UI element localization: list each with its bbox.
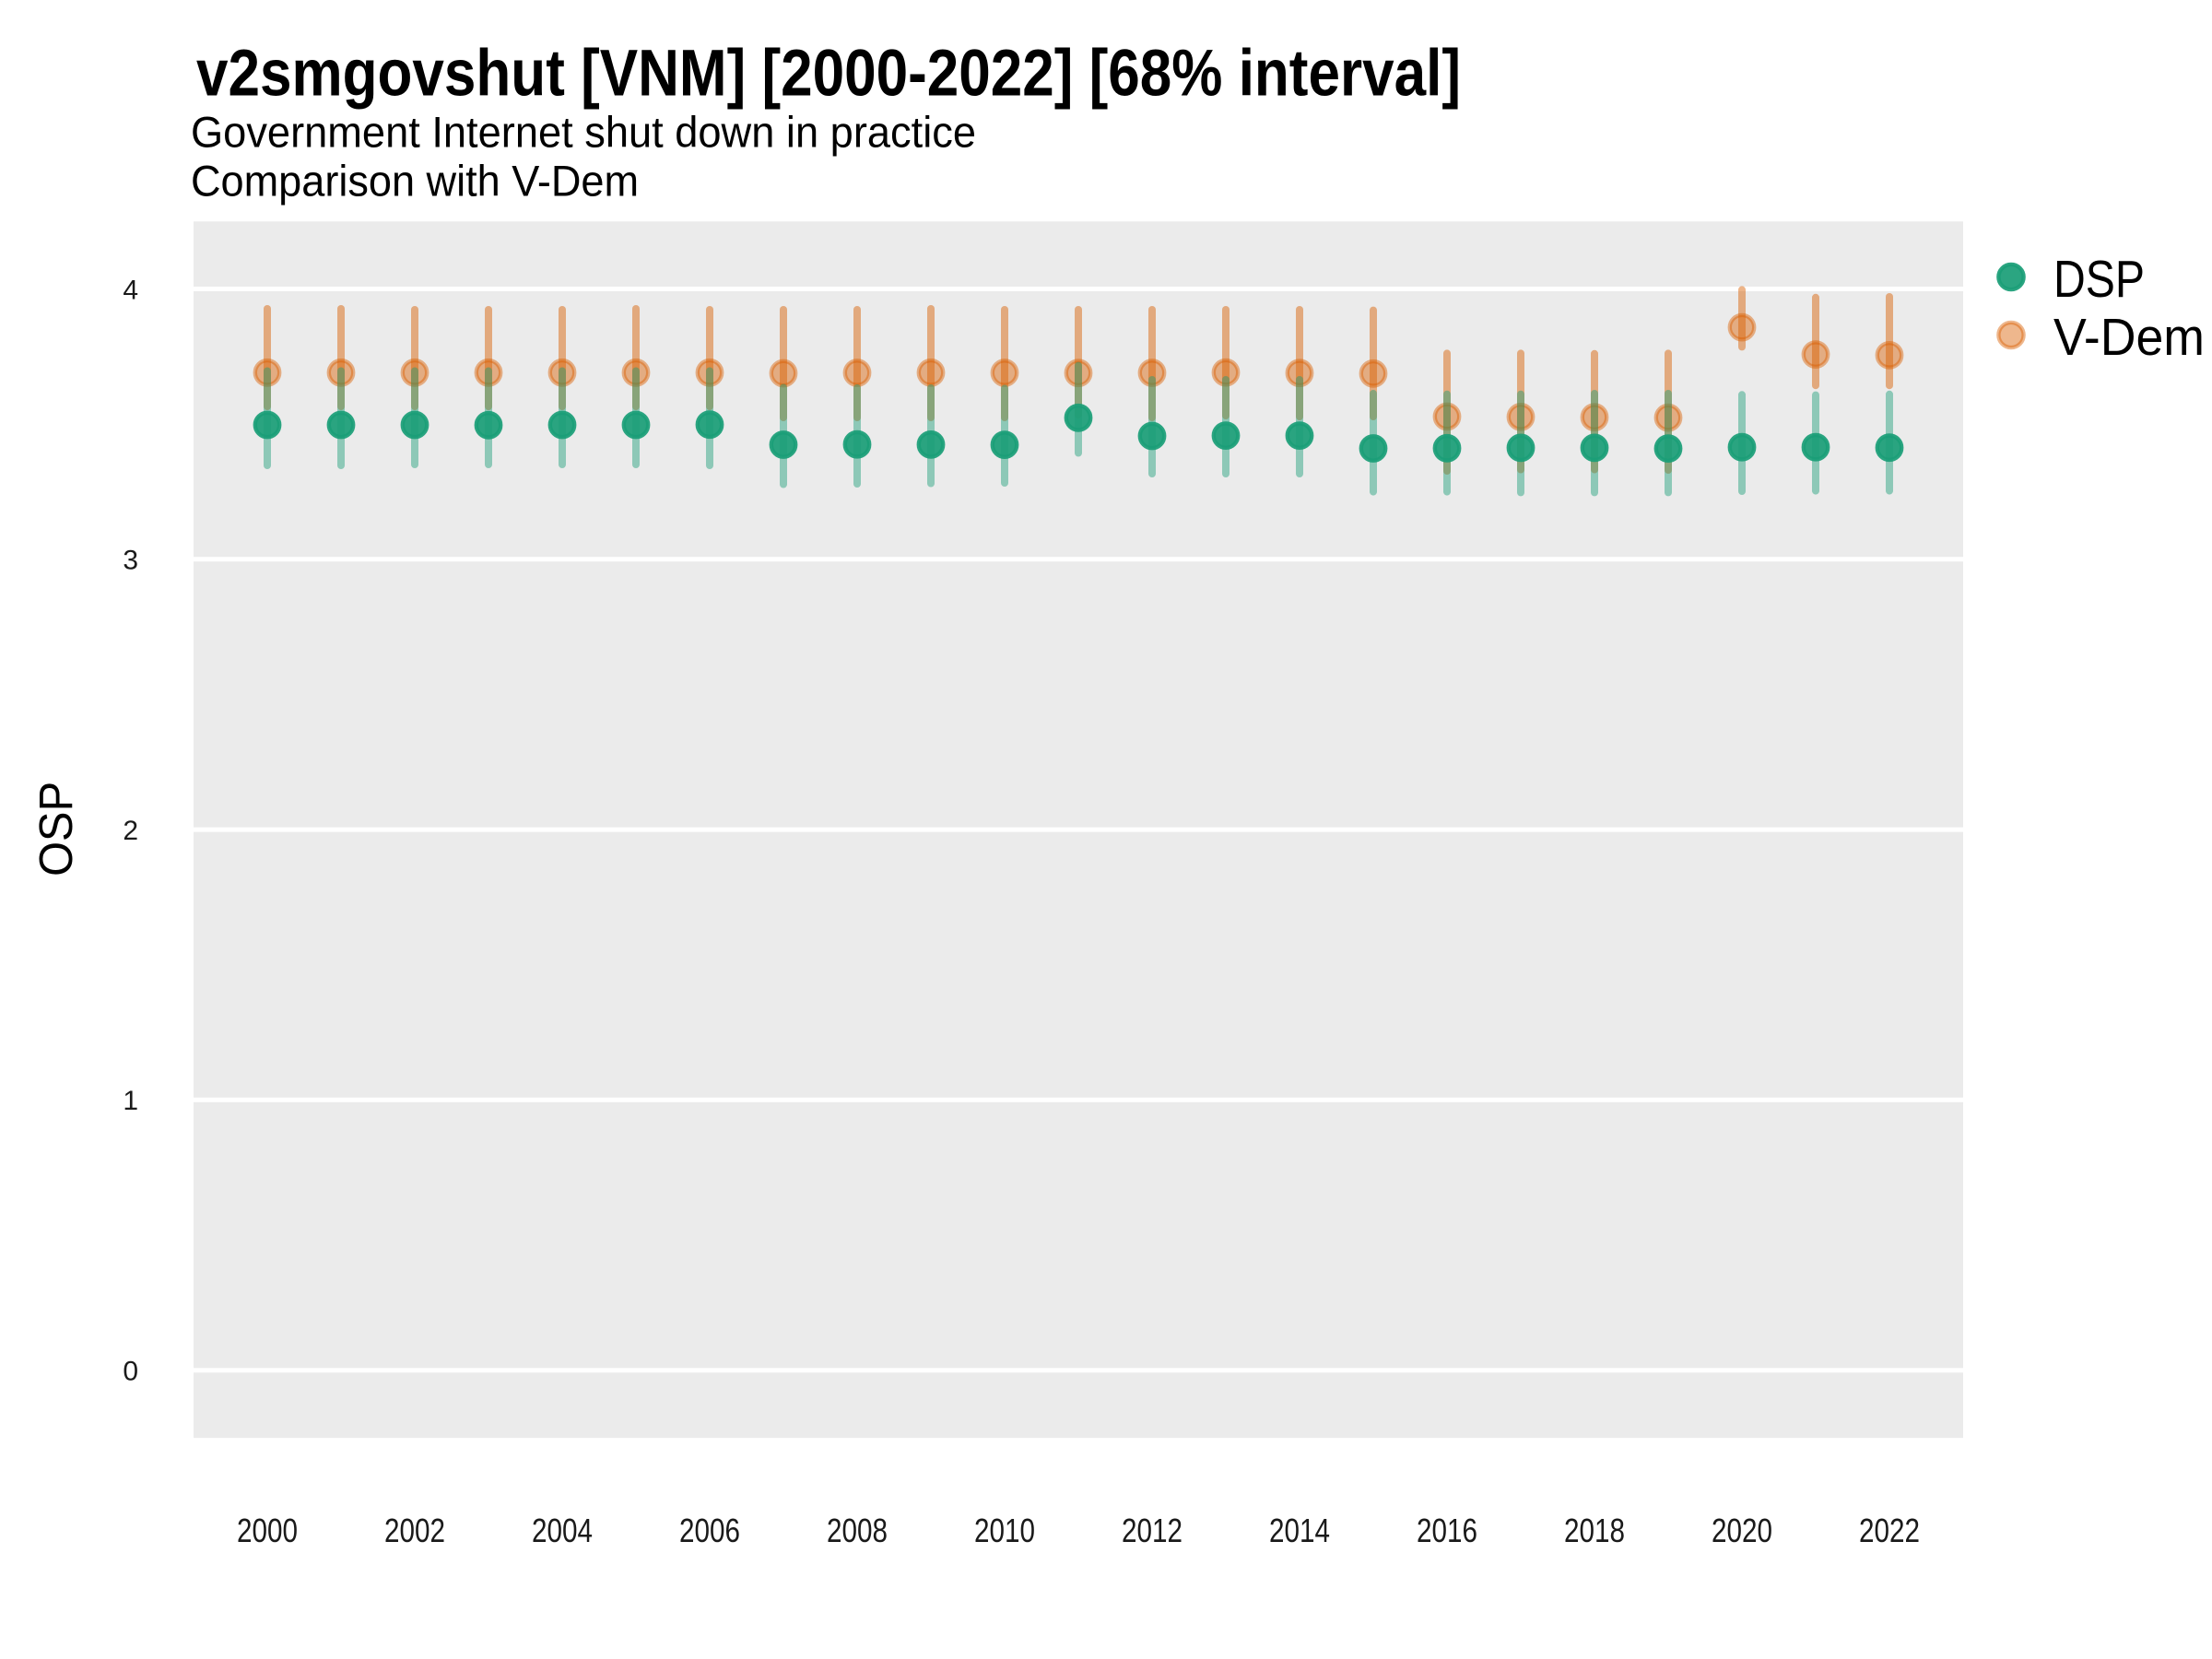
svg-text:2016: 2016 (1417, 1512, 1477, 1549)
svg-text:2008: 2008 (827, 1512, 888, 1549)
svg-text:2010: 2010 (974, 1512, 1035, 1549)
svg-text:2000: 2000 (237, 1512, 298, 1549)
svg-text:2018: 2018 (1564, 1512, 1625, 1549)
svg-text:2002: 2002 (384, 1512, 445, 1549)
svg-text:2014: 2014 (1269, 1512, 1330, 1549)
svg-text:2012: 2012 (1122, 1512, 1182, 1549)
svg-text:Comparison with V-Dem: Comparison with V-Dem (191, 158, 639, 206)
svg-text:2022: 2022 (1859, 1512, 1920, 1549)
svg-text:4: 4 (123, 275, 138, 305)
svg-text:3: 3 (123, 546, 138, 576)
svg-text:v2smgovshut [VNM] [2000-2022]: v2smgovshut [VNM] [2000-2022] [68% inter… (196, 38, 1461, 111)
svg-text:OSP: OSP (29, 782, 82, 877)
svg-text:0: 0 (123, 1357, 138, 1387)
svg-text:Government Internet shut down: Government Internet shut down in practic… (191, 109, 976, 158)
svg-text:V-Dem: V-Dem (2053, 308, 2205, 366)
svg-text:2020: 2020 (1712, 1512, 1772, 1549)
svg-text:DSP: DSP (2053, 250, 2145, 308)
svg-text:2006: 2006 (679, 1512, 740, 1549)
svg-text:2004: 2004 (532, 1512, 593, 1549)
svg-text:1: 1 (123, 1086, 138, 1116)
svg-text:2: 2 (123, 816, 138, 846)
